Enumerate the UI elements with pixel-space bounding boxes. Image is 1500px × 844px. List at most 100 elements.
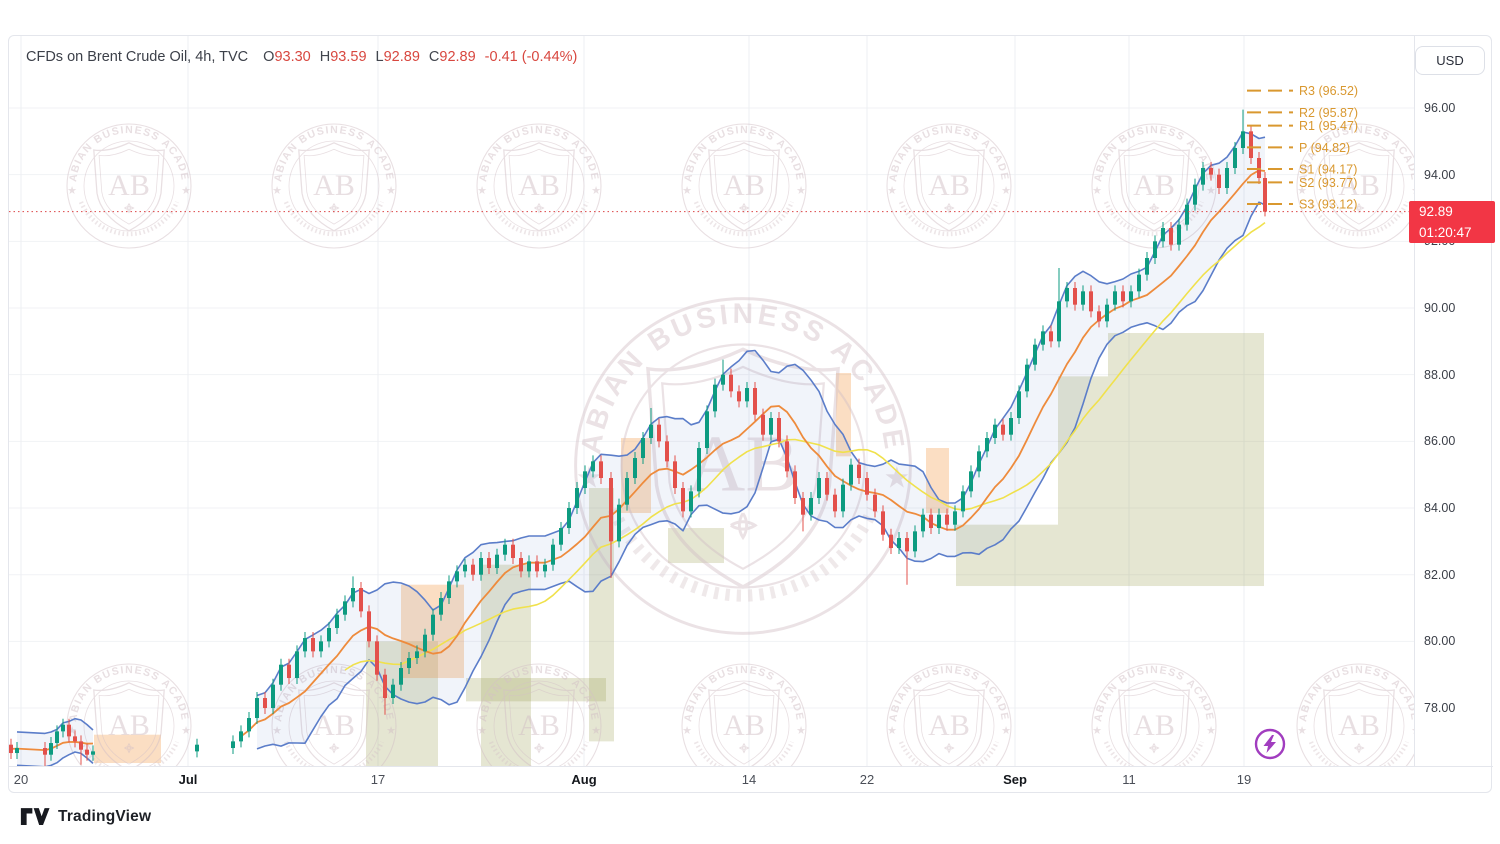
symbol-title: CFDs on Brent Crude Oil, 4h, TVC <box>26 49 249 65</box>
tradingview-logo[interactable]: TradingView <box>20 806 151 828</box>
pivot-label: R1 (95.47) <box>1299 119 1358 133</box>
change-value: -0.41 (-0.44%) <box>484 49 578 65</box>
time-tick: Jul <box>178 772 198 787</box>
svg-text:AB: AB <box>518 169 560 202</box>
pivot-label: S2 (93.77) <box>1299 176 1357 190</box>
svg-text:★: ★ <box>477 185 487 197</box>
pivot-label: P (94.82) <box>1299 141 1350 155</box>
svg-text:★: ★ <box>591 725 601 737</box>
time-tick: Aug <box>571 772 597 787</box>
svg-text:AB: AB <box>518 709 560 742</box>
indicator-zone-khaki <box>466 678 606 702</box>
svg-text:AB: AB <box>1338 709 1380 742</box>
time-tick: Sep <box>1003 772 1027 787</box>
time-tick: 19 <box>1236 772 1252 787</box>
time-tick: 17 <box>370 772 386 787</box>
svg-text:★: ★ <box>884 462 911 495</box>
svg-text:★: ★ <box>272 185 282 197</box>
svg-text:★: ★ <box>1206 725 1216 737</box>
price-tick: 80.00 <box>1424 634 1456 649</box>
svg-text:★: ★ <box>887 725 897 737</box>
chart-canvas[interactable]: ARABIAN BUSINESS ACADEMYAB★★ARABIAN BUSI… <box>9 36 1414 766</box>
svg-text:★: ★ <box>796 725 806 737</box>
currency-button[interactable]: USD <box>1415 46 1485 75</box>
svg-text:★: ★ <box>887 185 897 197</box>
indicator-zone-khaki <box>1058 376 1108 587</box>
price-series <box>9 109 1267 766</box>
svg-text:★: ★ <box>796 185 806 197</box>
indicator-zone-khaki <box>481 564 531 766</box>
svg-text:★: ★ <box>386 185 396 197</box>
svg-text:★: ★ <box>386 725 396 737</box>
svg-text:★: ★ <box>67 185 77 197</box>
svg-text:★: ★ <box>1411 185 1414 197</box>
svg-text:AB: AB <box>1133 169 1175 202</box>
svg-text:★: ★ <box>591 185 601 197</box>
svg-text:★: ★ <box>477 725 487 737</box>
price-tick: 88.00 <box>1424 367 1456 382</box>
candles-series <box>9 718 95 766</box>
svg-text:AB: AB <box>313 169 355 202</box>
tradingview-wordmark: TradingView <box>58 808 152 825</box>
time-axis[interactable]: 20 Jul 17 Aug 14 22 Sep 11 19 <box>9 766 1493 794</box>
indicator-zone-peach <box>836 373 851 457</box>
svg-text:AB: AB <box>108 169 150 202</box>
pivot-label: S3 (93.12) <box>1299 198 1357 212</box>
svg-text:★: ★ <box>1092 185 1102 197</box>
symbol-legend[interactable]: CFDs on Brent Crude Oil, 4h, TVC O93.30 … <box>26 49 577 65</box>
price-tick: 90.00 <box>1424 301 1456 315</box>
svg-text:★: ★ <box>1297 185 1307 197</box>
svg-text:AB: AB <box>723 709 765 742</box>
svg-text:★: ★ <box>576 462 603 495</box>
candles-series <box>195 738 199 758</box>
price-tick: 86.00 <box>1424 434 1456 449</box>
svg-text:★: ★ <box>682 185 692 197</box>
svg-text:★: ★ <box>181 185 191 197</box>
svg-text:★: ★ <box>181 725 191 737</box>
pivot-label: S1 (94.17) <box>1299 163 1357 177</box>
price-axis[interactable]: 96.0094.0092.0090.0088.0086.0084.0082.00… <box>1409 36 1495 766</box>
svg-text:AB: AB <box>1338 169 1380 202</box>
indicator-zone-khaki <box>668 528 724 564</box>
last-price-value: 92.89 <box>1419 203 1453 219</box>
svg-text:★: ★ <box>67 725 77 737</box>
svg-text:★: ★ <box>1297 725 1307 737</box>
svg-text:★: ★ <box>682 725 692 737</box>
ohlc-close: C92.89 <box>428 49 476 65</box>
lightning-icon <box>1254 728 1286 760</box>
price-tick: 82.00 <box>1424 567 1456 582</box>
pivot-label: R3 (96.52) <box>1299 84 1358 98</box>
watermark-badge: ARABIAN BUSINESS ACADEMYAB★★ <box>9 36 397 249</box>
ohlc-open: O93.30 <box>263 49 311 65</box>
svg-text:★: ★ <box>1001 185 1011 197</box>
watermark-badge: ARABIAN BUSINESS ACADEMYAB★★ <box>9 36 192 249</box>
svg-text:AB: AB <box>723 169 765 202</box>
svg-text:AB: AB <box>928 709 970 742</box>
svg-text:★: ★ <box>1092 725 1102 737</box>
svg-text:AB: AB <box>1133 709 1175 742</box>
lightning-button[interactable] <box>1253 727 1289 763</box>
countdown-timer: 01:20:47 <box>1419 224 1472 240</box>
svg-text:★: ★ <box>1001 725 1011 737</box>
indicator-zone-khaki <box>1108 333 1264 587</box>
time-tick: 14 <box>741 772 757 787</box>
watermark-badge: ARABIAN BUSINESS ACADEMYAB★★ <box>9 36 1217 249</box>
svg-text:★: ★ <box>1206 185 1216 197</box>
time-tick: 20 <box>13 772 29 787</box>
pivot-label: R2 (95.87) <box>1299 106 1358 120</box>
watermark-badge: ARABIAN BUSINESS ACADEMYAB★★ <box>9 36 807 249</box>
svg-text:★: ★ <box>272 725 282 737</box>
last-price-badge: 92.89 01:20:47 <box>1409 200 1495 243</box>
svg-text:AB: AB <box>928 169 970 202</box>
ohlc-high: H93.59 <box>319 49 367 65</box>
candles-series <box>231 109 1267 755</box>
price-tick: 96.00 <box>1424 101 1456 115</box>
time-tick: 22 <box>859 772 875 787</box>
price-tick: 78.00 <box>1424 701 1456 716</box>
price-tick: 94.00 <box>1424 167 1456 182</box>
svg-text:AB: AB <box>313 709 355 742</box>
price-tick: 84.00 <box>1424 501 1456 516</box>
chart-card: ARABIAN BUSINESS ACADEMYAB★★ARABIAN BUSI… <box>8 35 1495 794</box>
svg-text:AB: AB <box>108 709 150 742</box>
svg-text:★: ★ <box>1411 725 1414 737</box>
